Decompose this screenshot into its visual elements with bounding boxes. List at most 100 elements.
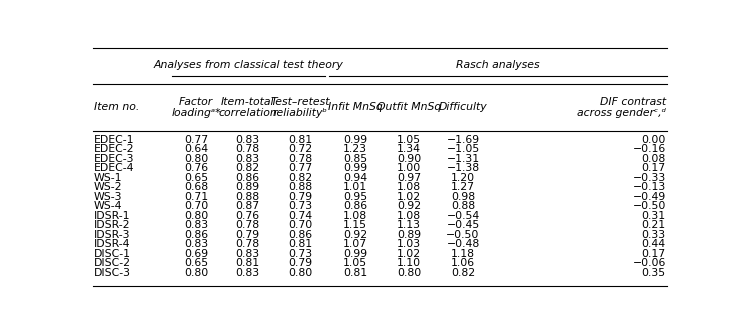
Text: EDEC-1: EDEC-1 [94,135,134,145]
Text: 0.76: 0.76 [184,163,208,173]
Text: 0.00: 0.00 [642,135,665,145]
Text: 0.65: 0.65 [184,258,208,268]
Text: Difficulty: Difficulty [439,102,488,112]
Text: Analyses from classical test theory: Analyses from classical test theory [153,60,343,70]
Text: 0.89: 0.89 [236,182,260,192]
Text: Item no.: Item no. [94,102,139,112]
Text: 0.71: 0.71 [184,192,208,202]
Text: 0.80: 0.80 [397,268,421,278]
Text: IDSR-1: IDSR-1 [94,211,130,221]
Text: 0.92: 0.92 [397,201,421,211]
Text: 0.80: 0.80 [184,154,208,164]
Text: 1.05: 1.05 [397,135,421,145]
Text: 0.88: 0.88 [451,201,475,211]
Text: Item-total
correlation: Item-total correlation [219,97,277,118]
Text: WS-4: WS-4 [94,201,122,211]
Text: 0.33: 0.33 [642,230,665,240]
Text: 0.83: 0.83 [236,249,260,259]
Text: −0.13: −0.13 [633,182,665,192]
Text: 0.92: 0.92 [343,230,367,240]
Text: 0.83: 0.83 [184,239,208,249]
Text: IDSR-4: IDSR-4 [94,239,130,249]
Text: 1.06: 1.06 [451,258,475,268]
Text: 1.00: 1.00 [397,163,421,173]
Text: 0.69: 0.69 [184,249,208,259]
Text: Rasch analyses: Rasch analyses [456,60,540,70]
Text: 0.86: 0.86 [343,201,367,211]
Text: 0.78: 0.78 [236,220,260,230]
Text: 0.83: 0.83 [236,135,260,145]
Text: 0.78: 0.78 [236,239,260,249]
Text: −0.50: −0.50 [632,201,665,211]
Text: 0.82: 0.82 [451,268,475,278]
Text: −0.45: −0.45 [446,220,479,230]
Text: 0.88: 0.88 [236,192,260,202]
Text: 0.70: 0.70 [288,220,313,230]
Text: DISC-1: DISC-1 [94,249,130,259]
Text: 0.81: 0.81 [288,135,312,145]
Text: 1.01: 1.01 [343,182,367,192]
Text: 0.44: 0.44 [642,239,665,249]
Text: Outfit MnSq: Outfit MnSq [377,102,441,112]
Text: 1.08: 1.08 [397,211,421,221]
Text: IDSR-2: IDSR-2 [94,220,130,230]
Text: 1.18: 1.18 [451,249,475,259]
Text: 0.82: 0.82 [288,173,312,183]
Text: 0.08: 0.08 [642,154,665,164]
Text: 0.21: 0.21 [642,220,665,230]
Text: 0.89: 0.89 [397,230,421,240]
Text: 0.81: 0.81 [236,258,260,268]
Text: 1.08: 1.08 [343,211,367,221]
Text: 1.07: 1.07 [343,239,367,249]
Text: 0.77: 0.77 [184,135,208,145]
Text: 0.82: 0.82 [236,163,260,173]
Text: 0.85: 0.85 [343,154,367,164]
Text: 1.34: 1.34 [397,145,421,155]
Text: 0.83: 0.83 [236,154,260,164]
Text: −1.31: −1.31 [447,154,479,164]
Text: 0.95: 0.95 [343,192,367,202]
Text: 0.77: 0.77 [288,163,312,173]
Text: 0.83: 0.83 [184,220,208,230]
Text: 0.80: 0.80 [184,211,208,221]
Text: 0.79: 0.79 [288,258,312,268]
Text: EDEC-2: EDEC-2 [94,145,134,155]
Text: WS-3: WS-3 [94,192,122,202]
Text: 0.64: 0.64 [184,145,208,155]
Text: WS-1: WS-1 [94,173,122,183]
Text: −0.06: −0.06 [632,258,665,268]
Text: 0.81: 0.81 [343,268,367,278]
Text: 0.99: 0.99 [343,163,367,173]
Text: 0.35: 0.35 [642,268,665,278]
Text: 1.03: 1.03 [397,239,421,249]
Text: 0.79: 0.79 [288,192,312,202]
Text: −0.49: −0.49 [633,192,665,202]
Text: 0.97: 0.97 [397,173,421,183]
Text: DISC-3: DISC-3 [94,268,130,278]
Text: −1.38: −1.38 [447,163,479,173]
Text: −0.48: −0.48 [446,239,479,249]
Text: 0.80: 0.80 [288,268,313,278]
Text: 1.20: 1.20 [451,173,475,183]
Text: 0.17: 0.17 [642,163,665,173]
Text: 1.02: 1.02 [397,192,421,202]
Text: DISC-2: DISC-2 [94,258,130,268]
Text: 0.86: 0.86 [236,173,260,183]
Text: 0.70: 0.70 [184,201,208,211]
Text: Test–retest
reliabilityᵇ: Test–retest reliabilityᵇ [270,97,330,118]
Text: 0.31: 0.31 [642,211,665,221]
Text: 0.17: 0.17 [642,249,665,259]
Text: 1.23: 1.23 [343,145,367,155]
Text: 0.90: 0.90 [397,154,421,164]
Text: −0.54: −0.54 [446,211,479,221]
Text: 1.02: 1.02 [397,249,421,259]
Text: 0.78: 0.78 [236,145,260,155]
Text: 1.05: 1.05 [343,258,367,268]
Text: Infit MnSq: Infit MnSq [328,102,382,112]
Text: 0.86: 0.86 [184,230,208,240]
Text: 1.15: 1.15 [343,220,367,230]
Text: 1.13: 1.13 [397,220,421,230]
Text: 0.74: 0.74 [288,211,312,221]
Text: EDEC-3: EDEC-3 [94,154,134,164]
Text: WS-2: WS-2 [94,182,122,192]
